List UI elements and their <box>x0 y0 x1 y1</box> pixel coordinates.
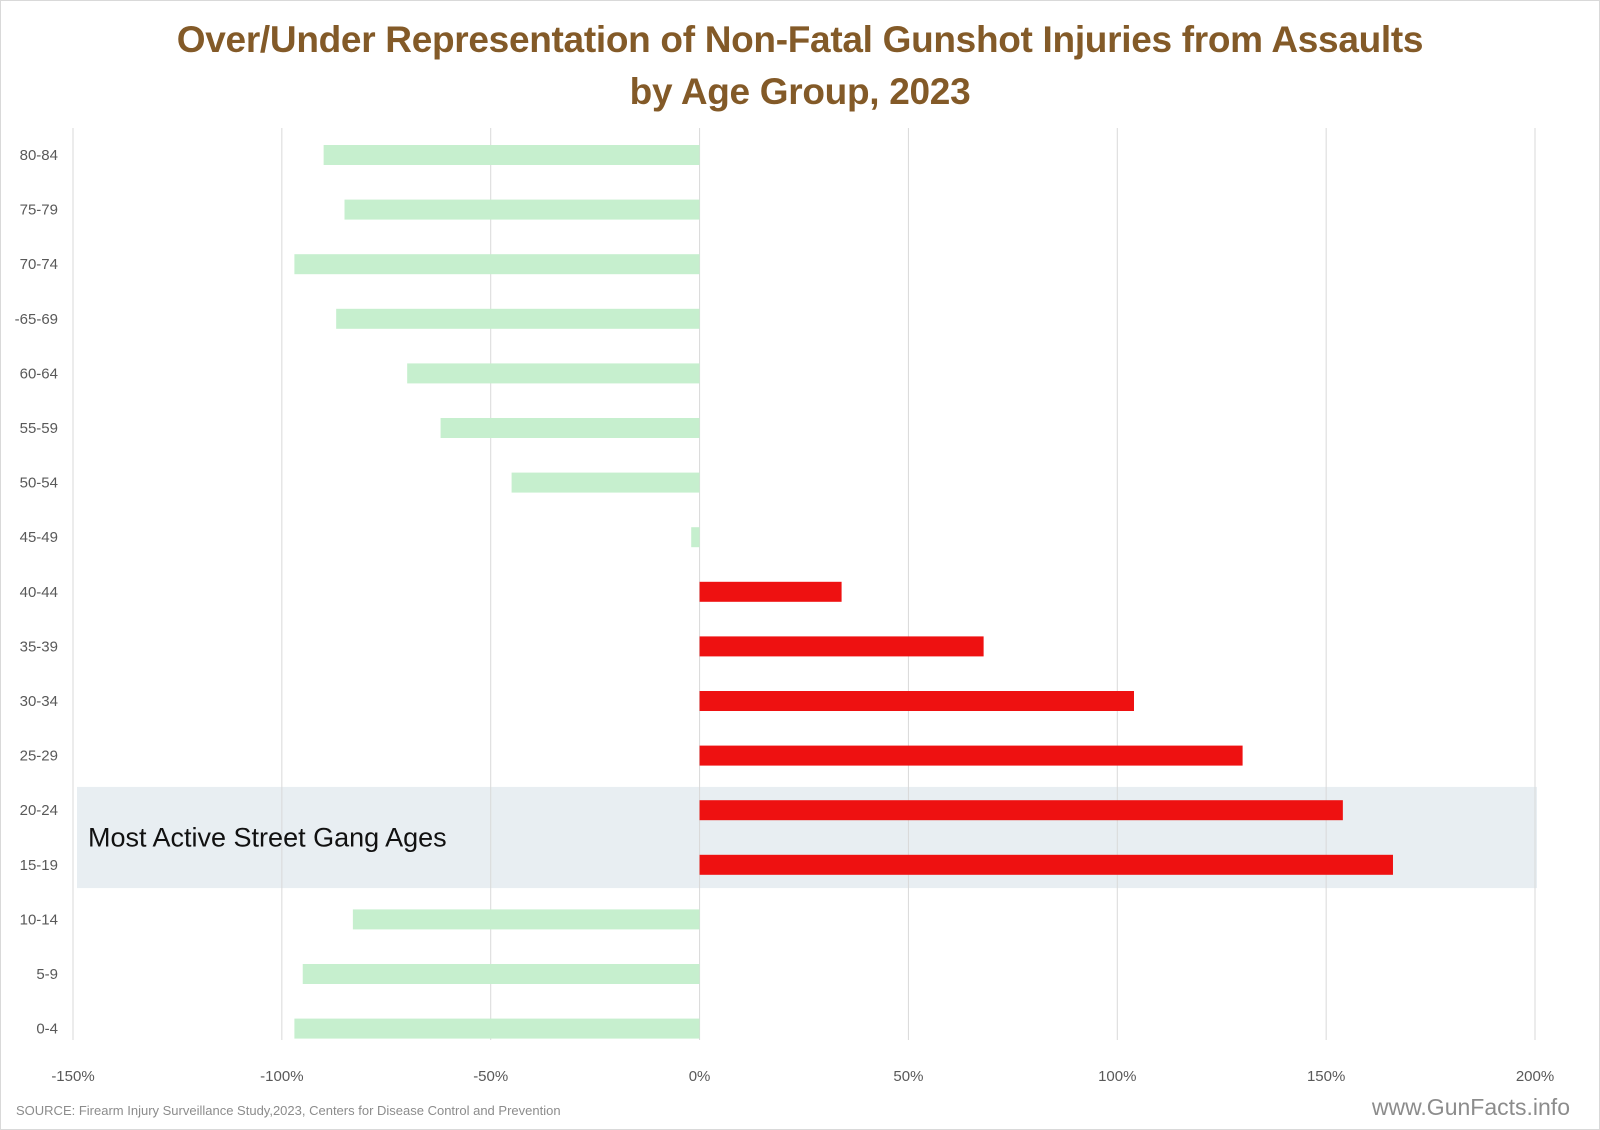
y-category-label: 35-39 <box>20 638 58 655</box>
y-category-label: 5-9 <box>36 966 58 983</box>
bar <box>440 418 700 438</box>
x-tick-label: 200% <box>1516 1068 1554 1085</box>
annotation-label: Most Active Street Gang Ages <box>88 823 447 853</box>
bar-layer <box>294 145 1393 1039</box>
chart-title-line1: Over/Under Representation of Non-Fatal G… <box>176 19 1424 60</box>
bar <box>323 145 700 165</box>
y-category-label: 30-34 <box>20 693 58 710</box>
bar <box>699 691 1134 711</box>
y-category-label: -65-69 <box>15 311 58 328</box>
bar <box>294 254 700 275</box>
brand-watermark: www.GunFacts.info <box>1371 1094 1570 1120</box>
y-category-label: 20-24 <box>20 802 58 819</box>
y-category-label: 80-84 <box>20 147 58 164</box>
y-category-label: 40-44 <box>20 584 58 601</box>
y-category-label: 0-4 <box>36 1021 58 1038</box>
x-tick-label: 150% <box>1307 1068 1345 1085</box>
bar <box>352 909 700 930</box>
y-category-label: 55-59 <box>20 420 58 437</box>
x-tick-label: -50% <box>473 1068 508 1085</box>
bar <box>699 581 842 602</box>
x-tick-label: 100% <box>1098 1068 1136 1085</box>
bar <box>302 964 700 984</box>
bar <box>336 308 700 329</box>
bar <box>344 199 700 220</box>
bar <box>699 854 1393 875</box>
bar <box>294 1018 700 1039</box>
bar <box>407 363 700 384</box>
x-tick-label: -150% <box>51 1068 94 1085</box>
bar <box>511 472 700 493</box>
grid-layer <box>72 128 1536 1040</box>
y-category-label: 50-54 <box>20 475 58 492</box>
y-category-label: 45-49 <box>20 529 58 546</box>
y-category-label: 10-14 <box>20 911 58 928</box>
label-layer: Most Active Street Gang Ages -150% -100% -5… <box>15 147 1555 1085</box>
y-category-label: 75-79 <box>20 202 58 219</box>
y-category-label: 70-74 <box>20 256 58 273</box>
source-note: SOURCE: Firearm Injury Surveillance Stud… <box>16 1103 561 1118</box>
y-category-label: 60-64 <box>20 365 58 382</box>
y-category-label: 25-29 <box>20 748 58 765</box>
x-tick-label: 50% <box>893 1068 923 1085</box>
y-category-label: 15-19 <box>20 857 58 874</box>
chart-title-line2: by Age Group, 2023 <box>629 71 971 112</box>
x-tick-label: -100% <box>260 1068 303 1085</box>
bar <box>699 745 1243 766</box>
chart-title: Over/Under Representation of Non-Fatal G… <box>0 14 1600 118</box>
bar <box>699 636 984 657</box>
x-tick-label: 0% <box>689 1068 711 1085</box>
bar <box>699 800 1343 821</box>
bar <box>691 527 700 548</box>
